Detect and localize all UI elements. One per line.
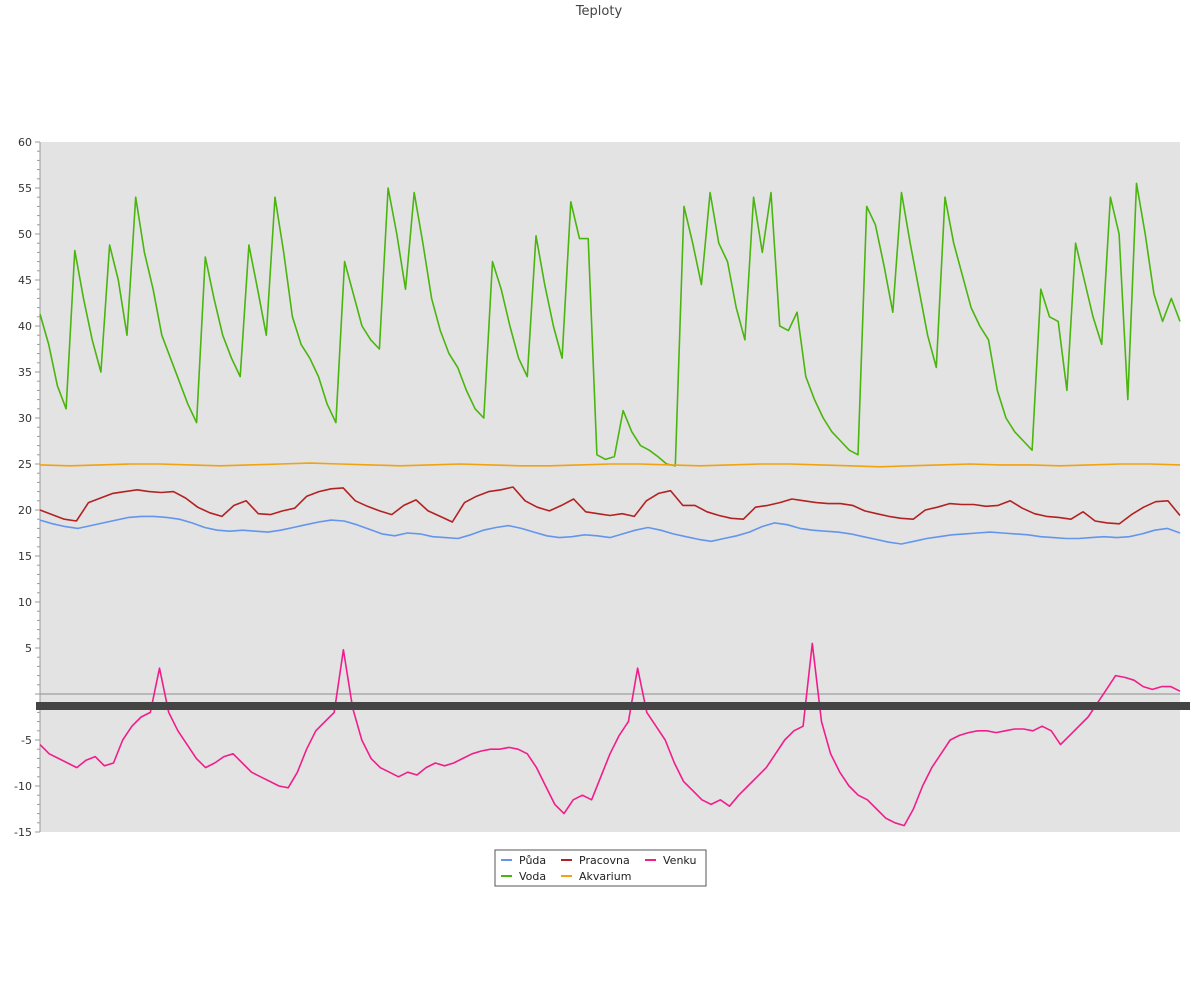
legend-label-3: Akvarium (579, 870, 631, 883)
y-tick-label: -15 (14, 826, 32, 839)
y-tick-label: -5 (21, 734, 32, 747)
y-tick-label: 45 (18, 274, 32, 287)
y-tick-label: 15 (18, 550, 32, 563)
y-tick-label: 20 (18, 504, 32, 517)
y-tick-label: 10 (18, 596, 32, 609)
legend-label-2: Pracovna (579, 854, 630, 867)
y-tick-label: 60 (18, 136, 32, 149)
y-tick-label: 40 (18, 320, 32, 333)
series-group (39, 182, 1181, 827)
series-line-2 (39, 486, 1181, 525)
series-line-4 (39, 642, 1181, 827)
y-tick-label: 30 (18, 412, 32, 425)
y-tick-label: 5 (25, 642, 32, 655)
series-line-0 (39, 515, 1181, 545)
series-line-3 (39, 462, 1181, 468)
y-tick-label: 50 (18, 228, 32, 241)
y-tick-label: 35 (18, 366, 32, 379)
y-tick-label: 25 (18, 458, 32, 471)
legend-label-0: Půda (519, 854, 546, 867)
legend: Půda Pracovna Venku Voda Akvarium (494, 849, 707, 887)
series-line-1 (39, 182, 1181, 467)
x-axis (36, 702, 1190, 710)
y-axis: -15 -10 -5 5 10 15 20 25 30 35 40 45 50 55 60 (14, 136, 41, 839)
chart-title: Teploty (575, 4, 623, 19)
legend-label-4: Venku (663, 854, 696, 867)
y-tick-label: 55 (18, 182, 32, 195)
legend-label-1: Voda (519, 870, 546, 883)
legend-box (494, 849, 707, 887)
y-tick-label: -10 (14, 780, 32, 793)
plot-area (40, 142, 1180, 832)
x-axis-tick-band (36, 702, 1190, 710)
